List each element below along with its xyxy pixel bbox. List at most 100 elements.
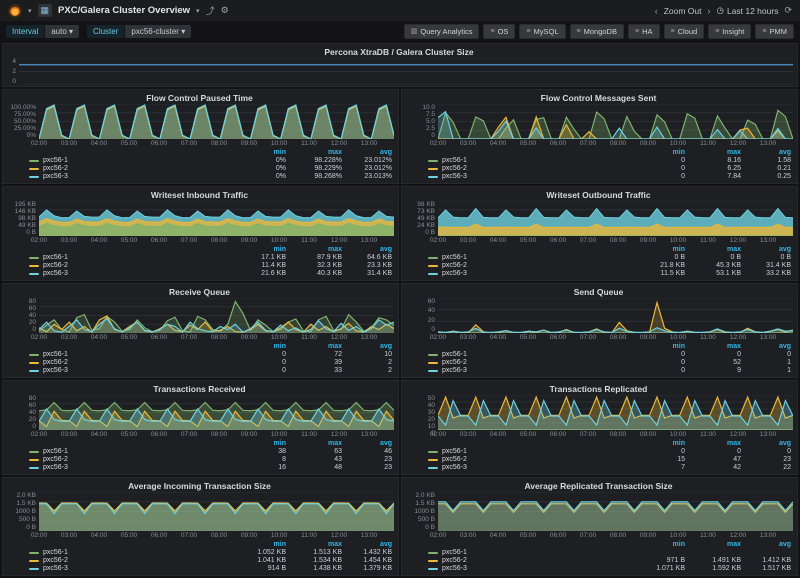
chart-canvas[interactable] (39, 201, 394, 236)
share-icon[interactable]: ⤴ (206, 4, 215, 17)
chart-canvas[interactable] (438, 298, 793, 333)
legend-header-max[interactable]: max (685, 343, 741, 351)
panel-title[interactable]: Writeset Outbound Traffic (404, 188, 793, 201)
series-name[interactable]: pxc56-2 (43, 359, 236, 367)
series-name[interactable]: pxc56-2 (43, 557, 236, 565)
series-name[interactable]: pxc56-3 (442, 464, 635, 472)
panel-title[interactable]: Send Queue (404, 285, 793, 298)
series-name[interactable]: pxc56-3 (442, 270, 635, 278)
series-name[interactable]: pxc56-1 (442, 549, 635, 557)
legend-header-min[interactable]: min (236, 440, 286, 448)
chart-canvas[interactable] (438, 395, 793, 430)
series-name[interactable]: pxc56-2 (43, 456, 236, 464)
legend-header-max[interactable]: max (685, 246, 741, 254)
zoom-out-right-chevron-icon[interactable]: › (708, 6, 711, 16)
legend-header-avg[interactable]: avg (342, 246, 392, 254)
series-name[interactable]: pxc56-2 (442, 557, 635, 565)
grafana-logo-icon[interactable] (8, 4, 22, 18)
legend-header-avg[interactable]: avg (342, 149, 392, 157)
series-name[interactable]: pxc56-3 (43, 464, 236, 472)
series-name[interactable]: pxc56-3 (43, 565, 236, 573)
series-name[interactable]: pxc56-2 (43, 262, 236, 270)
legend-header-max[interactable]: max (286, 343, 342, 351)
legend-header-min[interactable]: min (236, 541, 286, 549)
legend-header-avg[interactable]: avg (342, 440, 392, 448)
series-name[interactable]: pxc56-2 (442, 359, 635, 367)
panel-title[interactable]: Transactions Replicated (404, 382, 793, 395)
legend-header-min[interactable]: min (635, 343, 685, 351)
legend-header-max[interactable]: max (286, 246, 342, 254)
dashboard-picker-caret-icon[interactable]: ▾ (196, 7, 200, 15)
settings-gear-icon[interactable]: ⚙ (221, 5, 229, 16)
nav-button-cloud[interactable]: ≡Cloud (664, 24, 705, 39)
legend-header-max[interactable]: max (286, 541, 342, 549)
series-name[interactable]: pxc56-2 (442, 262, 635, 270)
series-name[interactable]: pxc56-3 (442, 367, 635, 375)
series-name[interactable]: pxc56-3 (43, 367, 236, 375)
series-name[interactable]: pxc56-2 (43, 165, 236, 173)
nav-button-mongodb[interactable]: ≡MongoDB (570, 24, 624, 39)
series-name[interactable]: pxc56-3 (442, 565, 635, 573)
panel-title[interactable]: Percona XtraDB / Galera Cluster Size (5, 45, 793, 58)
series-name[interactable]: pxc56-3 (43, 270, 236, 278)
legend-header-max[interactable]: max (685, 149, 741, 157)
series-name[interactable]: pxc56-2 (442, 165, 635, 173)
legend-header-min[interactable]: min (236, 246, 286, 254)
chart-canvas[interactable] (438, 492, 793, 531)
nav-button-os[interactable]: ≡OS (483, 24, 515, 39)
series-name[interactable]: pxc56-1 (442, 351, 635, 359)
legend-header-min[interactable]: min (635, 149, 685, 157)
zoom-out-left-chevron-icon[interactable]: ‹ (655, 6, 658, 16)
chart-canvas[interactable] (39, 492, 394, 531)
nav-button-insight[interactable]: ≡Insight (708, 24, 751, 39)
chart-canvas[interactable] (438, 201, 793, 236)
series-name[interactable]: pxc56-3 (442, 173, 635, 181)
panel-title[interactable]: Transactions Received (5, 382, 394, 395)
legend-header-avg[interactable]: avg (342, 343, 392, 351)
legend-header-avg[interactable]: avg (741, 246, 791, 254)
legend-header-max[interactable]: max (286, 440, 342, 448)
series-name[interactable]: pxc56-2 (442, 456, 635, 464)
panel-title[interactable]: Average Incoming Transaction Size (5, 479, 394, 492)
series-name[interactable]: pxc56-1 (43, 549, 236, 557)
chart-canvas[interactable] (39, 395, 394, 430)
main-menu-caret-icon[interactable]: ▾ (28, 7, 32, 15)
panel-title[interactable]: Average Replicated Transaction Size (404, 479, 793, 492)
panel-title[interactable]: Receive Queue (5, 285, 394, 298)
legend-header-avg[interactable]: avg (741, 440, 791, 448)
legend-header-avg[interactable]: avg (342, 541, 392, 549)
dashboard-title[interactable]: PXC/Galera Cluster Overview (58, 5, 190, 16)
cluster-dropdown[interactable]: pxc56-cluster ▾ (125, 25, 191, 38)
legend-header-min[interactable]: min (635, 440, 685, 448)
refresh-icon[interactable]: ⟳ (784, 5, 792, 16)
chart-canvas[interactable] (438, 104, 793, 139)
nav-button-ha[interactable]: ≡HA (628, 24, 660, 39)
series-name[interactable]: pxc56-3 (43, 173, 236, 181)
panel-title[interactable]: Flow Control Paused Time (5, 91, 394, 104)
legend-header-max[interactable]: max (685, 541, 741, 549)
legend-header-avg[interactable]: avg (741, 343, 791, 351)
series-name[interactable]: pxc56-1 (43, 351, 236, 359)
interval-dropdown[interactable]: auto ▾ (45, 25, 79, 38)
panel-title[interactable]: Flow Control Messages Sent (404, 91, 793, 104)
series-name[interactable]: pxc56-1 (442, 157, 635, 165)
legend-header-avg[interactable]: avg (741, 541, 791, 549)
time-range-picker[interactable]: ◷ Last 12 hours (717, 5, 779, 16)
series-name[interactable]: pxc56-1 (442, 254, 635, 262)
chart-canvas[interactable] (19, 58, 793, 85)
legend-header-min[interactable]: min (635, 541, 685, 549)
legend-header-min[interactable]: min (236, 149, 286, 157)
nav-button-query-analytics[interactable]: ▥Query Analytics (404, 24, 480, 39)
legend-header-max[interactable]: max (685, 440, 741, 448)
legend-header-min[interactable]: min (236, 343, 286, 351)
series-name[interactable]: pxc56-1 (43, 448, 236, 456)
panel-title[interactable]: Writeset Inbound Traffic (5, 188, 394, 201)
legend-header-avg[interactable]: avg (741, 149, 791, 157)
nav-button-pmm[interactable]: ≡PMM (755, 24, 794, 39)
series-name[interactable]: pxc56-1 (43, 254, 236, 262)
zoom-out-button[interactable]: Zoom Out (664, 6, 702, 16)
legend-header-max[interactable]: max (286, 149, 342, 157)
legend-header-min[interactable]: min (635, 246, 685, 254)
chart-canvas[interactable] (39, 104, 394, 139)
nav-button-mysql[interactable]: ≡MySQL (519, 24, 565, 39)
